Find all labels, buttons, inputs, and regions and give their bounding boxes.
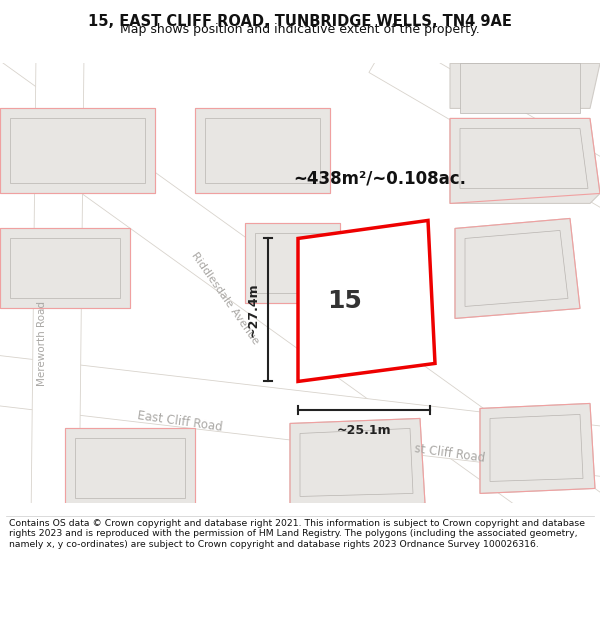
Text: ~27.4m: ~27.4m [247, 282, 260, 338]
Polygon shape [65, 428, 195, 508]
Polygon shape [31, 53, 84, 524]
Text: Contains OS data © Crown copyright and database right 2021. This information is : Contains OS data © Crown copyright and d… [9, 519, 585, 549]
Polygon shape [450, 119, 600, 203]
Text: ~25.1m: ~25.1m [337, 424, 391, 438]
Text: 15, EAST CLIFF ROAD, TUNBRIDGE WELLS, TN4 9AE: 15, EAST CLIFF ROAD, TUNBRIDGE WELLS, TN… [88, 14, 512, 29]
Polygon shape [455, 218, 580, 318]
Polygon shape [369, 34, 600, 213]
Text: 15: 15 [328, 289, 362, 313]
Polygon shape [465, 231, 568, 306]
Text: st Cliff Road: st Cliff Road [414, 442, 486, 465]
Text: East Cliff Road: East Cliff Road [137, 409, 223, 434]
Polygon shape [298, 221, 435, 381]
Text: Map shows position and indicative extent of the property.: Map shows position and indicative extent… [120, 23, 480, 36]
Polygon shape [300, 428, 413, 496]
Polygon shape [245, 223, 340, 303]
Polygon shape [450, 63, 600, 109]
Polygon shape [460, 129, 588, 188]
Text: Riddlesdale Avenue: Riddlesdale Avenue [190, 251, 260, 346]
Polygon shape [0, 228, 130, 308]
Polygon shape [0, 109, 155, 193]
Polygon shape [490, 414, 583, 481]
Text: ~438m²/~0.108ac.: ~438m²/~0.108ac. [293, 169, 467, 187]
Polygon shape [75, 438, 185, 498]
Polygon shape [460, 63, 580, 114]
Text: Mereworth Road: Mereworth Road [37, 301, 47, 386]
Polygon shape [10, 238, 120, 298]
Polygon shape [195, 109, 330, 193]
Polygon shape [480, 403, 595, 493]
Polygon shape [0, 59, 600, 568]
Polygon shape [10, 119, 145, 183]
Polygon shape [205, 119, 320, 183]
Polygon shape [255, 233, 330, 293]
Polygon shape [290, 418, 425, 508]
Polygon shape [0, 354, 600, 478]
